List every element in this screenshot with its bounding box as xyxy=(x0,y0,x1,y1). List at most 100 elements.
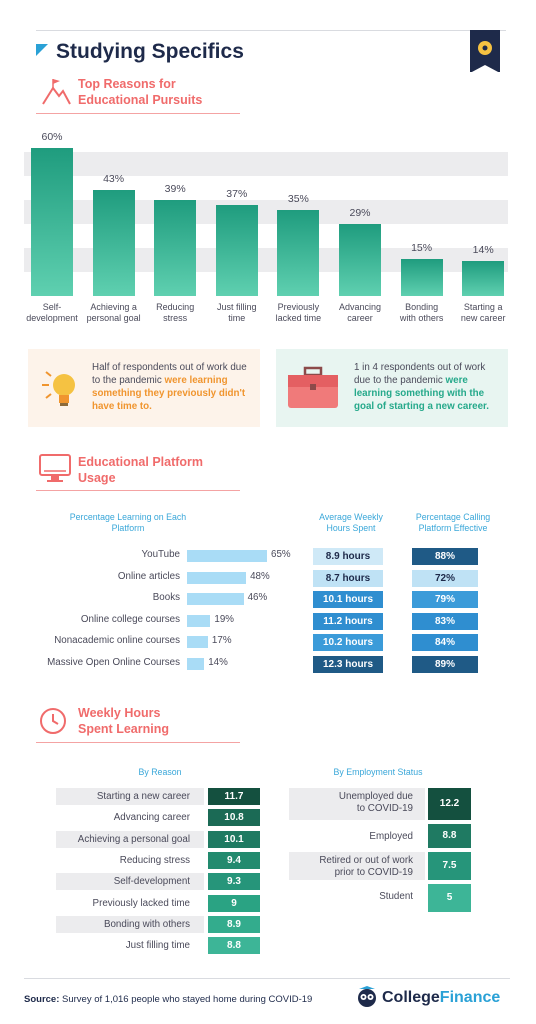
employment-hours: 7.5 xyxy=(428,852,471,880)
employment-label: Employed xyxy=(289,824,425,848)
chart-grid-band xyxy=(24,152,508,176)
hours-cell: 8.7 hours xyxy=(313,569,383,587)
employment-label-line: Unemployed due xyxy=(338,791,413,802)
bar-category-label: Reducing stress xyxy=(145,302,205,324)
employment-label: Unemployed due to COVID-19 xyxy=(289,788,425,820)
reason-hours: 9 xyxy=(208,894,260,912)
reason-hours: 9.4 xyxy=(208,851,260,869)
clock-icon xyxy=(40,708,66,734)
header-by-employment: By Employment Status xyxy=(333,767,423,777)
bar-category-line: new career xyxy=(460,313,506,323)
reason-label: Self-development xyxy=(56,873,204,891)
platform-bar xyxy=(187,593,244,605)
platform-title-line2: Usage xyxy=(78,471,116,485)
bar-5 xyxy=(277,209,320,296)
header-by-reason: By Reason xyxy=(138,767,182,777)
platform-title-rule xyxy=(36,490,240,491)
page-title: Studying Specifics xyxy=(56,40,244,63)
hours-cell: 8.9 hours xyxy=(313,548,383,565)
hours-cell: 10.2 hours xyxy=(313,634,383,651)
header-pct-effective: Percentage Calling Platform Effective xyxy=(415,512,491,533)
reason-hours: 10.8 xyxy=(208,809,260,827)
source-note: Source: Survey of 1,016 people who staye… xyxy=(24,994,313,1005)
reason-hours: 10.1 xyxy=(208,830,260,848)
bar-7 xyxy=(400,259,443,296)
hours-cell: 11.2 hours xyxy=(313,612,383,630)
header-divider xyxy=(36,30,506,31)
employment-label: Retired or out of work prior to COVID-19 xyxy=(289,852,425,880)
reason-label: Reducing stress xyxy=(119,854,190,866)
platform-name: Nonacademic online courses xyxy=(54,635,180,646)
platform-bar xyxy=(187,614,211,627)
brand-logo: CollegeFinance xyxy=(382,989,501,1006)
employment-label: Student xyxy=(289,884,425,912)
bar-value-label: 14% xyxy=(472,244,494,257)
platform-name: Books xyxy=(152,592,180,603)
header-pct-learning: Percentage Learning on Each Platform xyxy=(69,512,187,533)
bar-category-label: Advancing career xyxy=(330,302,390,324)
bar-category-label: Bonding with others xyxy=(392,302,452,324)
bar-category-line: lacked time xyxy=(275,313,322,323)
hours-cell: 10.1 hours xyxy=(313,591,383,608)
bar-category-line: Advancing xyxy=(338,302,382,312)
callout-right-text: 1 in 4 respondents out of work due to th… xyxy=(354,362,490,412)
reason-label: Just filling time xyxy=(125,940,190,952)
platform-pct: 48% xyxy=(250,570,270,582)
weekly-title-line1: Weekly Hours xyxy=(78,706,161,720)
reason-hours: 9.3 xyxy=(208,873,260,891)
platform-name: Online college courses xyxy=(80,613,180,625)
bar-category-label: Just filling time xyxy=(207,302,267,324)
monitor-icon xyxy=(39,454,71,482)
bar-3 xyxy=(154,199,197,296)
bar-value-label: 60% xyxy=(41,131,63,143)
reason-label: Previously lacked time xyxy=(92,897,190,909)
callout-left: Half of respondents out of work due to t… xyxy=(28,349,260,427)
briefcase-icon xyxy=(288,366,338,408)
bar-category-line: Previously xyxy=(277,302,320,312)
reasons-title-rule xyxy=(36,113,240,114)
header-avg-hours: Average Weekly Hours Spent xyxy=(319,512,383,533)
bar-value-label: 39% xyxy=(164,182,186,195)
reason-label: Achieving a personal goal xyxy=(56,830,204,848)
brain-badge-icon xyxy=(470,30,500,73)
reason-label: Starting a new career xyxy=(56,788,204,805)
reason-hours: 11.7 xyxy=(208,788,260,805)
platform-pct: 46% xyxy=(247,592,268,603)
bar-category-line: personal goal xyxy=(86,313,141,323)
bar-category-line: career xyxy=(347,313,373,323)
effective-cell: 79% xyxy=(412,591,478,608)
platform-title-line1: Educational Platform xyxy=(78,455,204,469)
bar-category-line: Achieving a xyxy=(90,302,137,312)
callout-right: 1 in 4 respondents out of work due to th… xyxy=(276,349,508,427)
platform-pct: 65% xyxy=(271,549,291,560)
effective-cell: 83% xyxy=(412,612,478,630)
weekly-title-line2: Spent Learning xyxy=(78,722,169,736)
lightbulb-icon xyxy=(42,371,75,406)
bar-category-line: time xyxy=(228,313,246,323)
reason-label: Bonding with others xyxy=(56,915,204,933)
bar-value-label: 29% xyxy=(349,207,371,220)
bar-category-line: stress xyxy=(163,313,188,323)
employment-label-line: to COVID-19 xyxy=(356,803,413,814)
platform-name: YouTube xyxy=(141,549,181,560)
platform-bar xyxy=(187,636,208,648)
bar-6 xyxy=(339,224,381,296)
bar-category-line: Just filling xyxy=(217,302,257,312)
bar-category-line: Starting a xyxy=(463,302,503,312)
bar-category-label: Achieving a personal goal xyxy=(84,302,144,324)
reason-label: Advancing career xyxy=(113,812,190,824)
employment-hours: 5 xyxy=(428,884,471,912)
reason-hours: 8.9 xyxy=(208,915,260,933)
weekly-title-rule xyxy=(36,742,240,743)
bar-category-label: Self-development xyxy=(22,302,82,324)
bar-8 xyxy=(462,261,505,296)
platform-name: Online articles xyxy=(117,570,180,582)
reasons-title-line2: Educational Pursuits xyxy=(78,93,203,107)
bar-2 xyxy=(92,189,135,296)
bar-category-line: with others xyxy=(399,313,444,323)
callout-left-text: Half of respondents out of work due to t… xyxy=(92,362,247,412)
platform-bar xyxy=(187,550,267,562)
employment-label-line: Retired or out of work xyxy=(319,855,413,866)
reasons-title-line1: Top Reasons for xyxy=(78,77,176,91)
employment-label-line: prior to COVID-19 xyxy=(334,867,413,878)
